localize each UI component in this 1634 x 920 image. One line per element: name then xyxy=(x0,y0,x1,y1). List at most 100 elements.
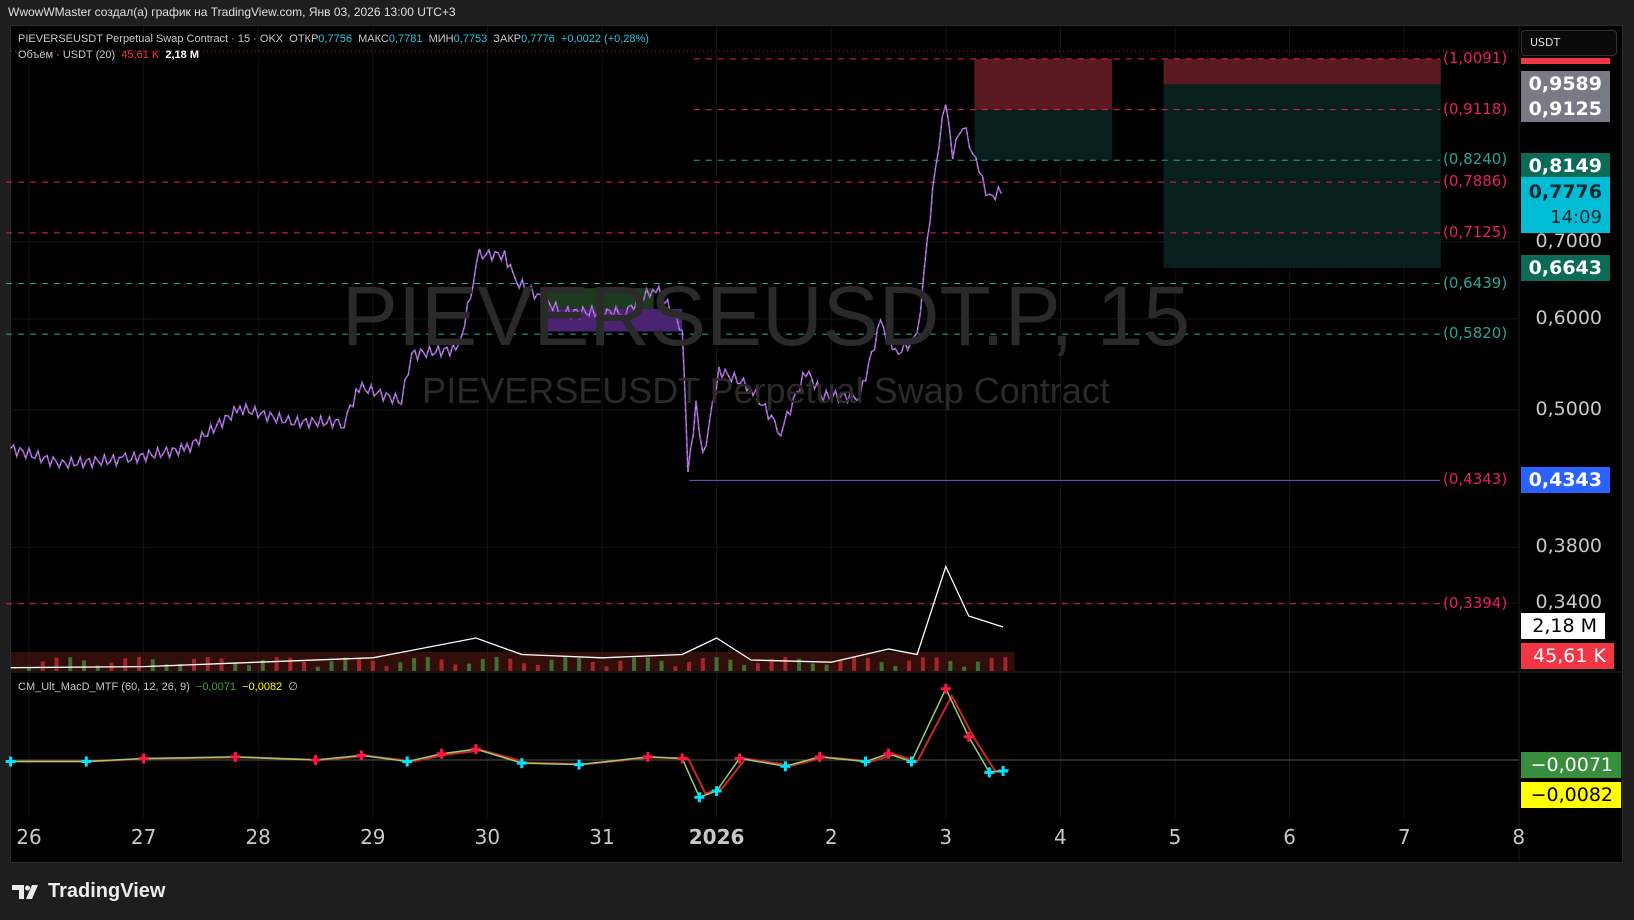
volume-label: Объём · USDT (20) xyxy=(18,49,116,61)
level-label: (0,7886) xyxy=(1443,172,1508,191)
volume-bar xyxy=(178,663,183,671)
volume-bar xyxy=(357,657,362,671)
symbol-legend[interactable]: PIEVERSEUSDT Perpetual Swap Contract · 1… xyxy=(18,33,649,45)
price-line xyxy=(10,104,1003,472)
volume-bar xyxy=(632,657,637,671)
volume-bar xyxy=(865,658,870,671)
volume-bar xyxy=(577,657,582,671)
time-tick-label: 26 xyxy=(16,825,42,849)
volume-bar xyxy=(274,657,279,671)
volume-bar xyxy=(398,662,403,671)
tradingview-logo-icon xyxy=(12,884,38,899)
signal-line xyxy=(16,693,1010,795)
price-badge: 0,8149 xyxy=(1521,152,1610,179)
volume-bar xyxy=(54,657,59,671)
volume-bar xyxy=(1003,657,1008,671)
volume-bar xyxy=(384,665,389,671)
volume-bar xyxy=(728,659,733,671)
macd-extra: ∅ xyxy=(288,681,298,693)
price-tick-label: 0,3800 xyxy=(1535,535,1602,558)
volume-bar xyxy=(302,661,307,671)
volume-bar xyxy=(810,663,815,671)
level-label: (0,5820) xyxy=(1443,324,1508,343)
volume-badge: 45,61 K xyxy=(1521,643,1614,669)
volume-bar xyxy=(549,659,554,671)
time-tick-label: 5 xyxy=(1168,825,1182,849)
time-tick-label: 6 xyxy=(1283,825,1296,849)
volume-bar xyxy=(618,660,623,671)
time-tick-label: 4 xyxy=(1054,825,1067,849)
macd-value: −0,0071 xyxy=(195,681,236,693)
macd-cross-marker xyxy=(734,753,745,764)
volume-bar xyxy=(879,662,884,671)
volume-bar xyxy=(522,663,527,671)
time-tick-label: 7 xyxy=(1397,825,1411,849)
macd-cross-marker xyxy=(5,756,16,767)
price-badge: 0,6643 xyxy=(1521,254,1610,281)
macd-cross-marker xyxy=(402,756,413,767)
volume-bar xyxy=(247,665,252,671)
volume-bar xyxy=(590,661,595,671)
price-tick-label: 0,7000 xyxy=(1535,229,1602,252)
tradingview-logo[interactable]: TradingView xyxy=(12,880,165,903)
close-label: ЗАКР xyxy=(493,33,522,45)
volume-bar xyxy=(329,661,334,671)
macd-cross-marker xyxy=(780,761,791,772)
macd-cross-marker xyxy=(516,758,527,769)
volume-bar xyxy=(412,658,417,671)
macd-cross-marker xyxy=(356,750,367,761)
macd-cross-marker xyxy=(694,792,705,803)
zone-box xyxy=(1163,58,1441,85)
macd-cross-marker xyxy=(574,759,585,770)
macd-cross-marker xyxy=(998,766,1009,777)
last-price-badge: 0,7776 14:09 xyxy=(1521,177,1610,233)
volume-bar xyxy=(343,657,348,671)
price-tick-label: 0,3400 xyxy=(1535,590,1602,613)
level-label: (0,7125) xyxy=(1443,222,1508,241)
volume-bar xyxy=(233,662,238,671)
volume-bar xyxy=(150,659,155,671)
macd-cross-marker xyxy=(642,751,653,762)
volume-bar xyxy=(288,657,293,671)
macd-cross-marker xyxy=(984,767,995,778)
level-label: (0,8240) xyxy=(1443,150,1508,169)
volume-bar xyxy=(714,657,719,671)
volume-bar xyxy=(563,657,568,671)
macd-cross-marker xyxy=(138,753,149,764)
volume-bar xyxy=(742,664,747,671)
volume-bar xyxy=(920,657,925,671)
volume-bar xyxy=(27,667,31,671)
volume-bar xyxy=(219,658,224,671)
volume-bar xyxy=(40,661,45,671)
watermark-description: PIEVERSEUSDT Perpetual Swap Contract xyxy=(422,370,1110,411)
volume-bar xyxy=(370,660,375,671)
volume-bar xyxy=(123,658,128,671)
volume-bar xyxy=(425,657,430,671)
zone-box xyxy=(974,58,1112,110)
volume-bar xyxy=(755,663,760,671)
volume-ma-badge: 2,18 M xyxy=(1521,613,1605,639)
volume-bar xyxy=(769,658,774,671)
macd-legend[interactable]: CM_Ult_MacD_MTF (60, 12, 26, 9) −0,0071 … xyxy=(18,680,298,693)
volume-bar xyxy=(700,657,705,671)
time-tick-label: 2 xyxy=(824,825,838,849)
high-label: МАКС xyxy=(358,33,389,45)
time-tick-label: 27 xyxy=(130,825,157,849)
volume-bar xyxy=(687,661,692,671)
level-label: (0,6439) xyxy=(1443,273,1508,292)
volume-bar xyxy=(893,665,898,671)
volume-legend[interactable]: Объём · USDT (20) 45,61 K 2,18 M xyxy=(18,49,199,61)
currency-button[interactable]: USDT xyxy=(1521,30,1617,56)
volume-bar xyxy=(934,657,939,671)
symbol-name: PIEVERSEUSDT Perpetual Swap Contract · 1… xyxy=(18,33,284,45)
volume-bar xyxy=(82,660,87,671)
level-label: (0,3394) xyxy=(1443,593,1508,612)
macd-badge: −0,0071 xyxy=(1521,752,1621,778)
volume-bar xyxy=(315,666,320,671)
volume-bar xyxy=(137,657,142,671)
volume-bar xyxy=(852,657,857,671)
macd-cross-marker xyxy=(81,756,92,767)
volume-bar xyxy=(645,657,650,671)
volume-bar xyxy=(453,664,458,671)
